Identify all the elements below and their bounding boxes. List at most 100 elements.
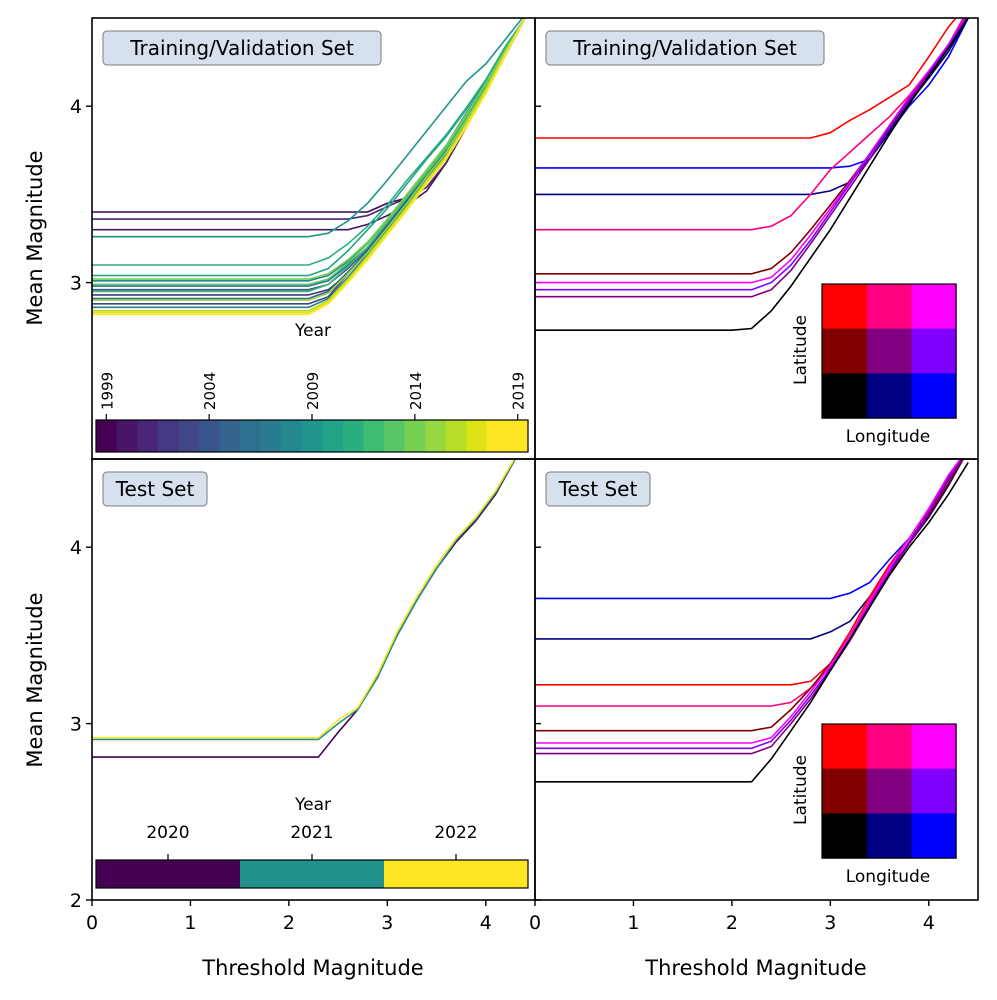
panel-title: Training/Validation Set — [129, 36, 354, 60]
title-box-bottom-left: Test Set — [102, 471, 208, 507]
grid-legend-cell — [866, 373, 912, 419]
series-line-2017 — [92, 18, 526, 314]
colorbar-tick-label: 2009 — [304, 372, 322, 410]
colorbar-cell — [281, 420, 303, 452]
colorbar-cell — [384, 420, 406, 452]
colorbar-cell — [240, 420, 262, 452]
x-tick-label: 2 — [726, 912, 738, 934]
series-lines — [535, 459, 969, 783]
grid-legend-frame — [821, 723, 957, 859]
y-tick-label: 3 — [70, 273, 82, 295]
colorbar-cell — [260, 420, 282, 452]
x-tick-label: 3 — [381, 912, 393, 934]
x-tick-label: 1 — [627, 912, 639, 934]
colorbar-tick-label: 2014 — [407, 372, 425, 410]
series-line-2014 — [92, 18, 526, 280]
year-colorbar-title-bottom: Year — [294, 795, 331, 815]
colorbar-cell — [157, 420, 179, 452]
series-line-2016 — [92, 18, 526, 312]
x-axis-label-right: Threshold Magnitude — [644, 956, 866, 980]
colorbar-cell — [404, 420, 426, 452]
colorbar-cell — [322, 420, 344, 452]
grid-legend-cell — [911, 768, 957, 814]
colorbar-cell — [96, 420, 118, 452]
grid-legend-frame — [821, 283, 957, 419]
series-line-2012 — [92, 18, 526, 293]
colorbar-cell — [466, 420, 488, 452]
series-line-2021 — [92, 459, 516, 741]
series-line-red — [535, 18, 958, 139]
series-line-magenta — [535, 18, 966, 284]
colorbar-cell — [486, 420, 509, 452]
colorbar-cell — [384, 860, 528, 888]
colorbar-tick-label: 2019 — [510, 372, 528, 410]
grid-legend-cell — [911, 813, 957, 859]
colorbar-tick-label: 2020 — [146, 823, 189, 843]
x-tick-label: 4 — [923, 912, 935, 934]
colorbar-tick-label: 2021 — [290, 823, 333, 843]
series-line-2011 — [92, 18, 526, 266]
x-tick-label: 0 — [86, 912, 98, 934]
grid-legend-cell — [911, 328, 957, 374]
colorbar-cell — [116, 420, 138, 452]
grid-legend-xlabel-bottom: Longitude — [846, 867, 931, 887]
series-lines — [535, 18, 969, 332]
y-axis-label-bottom: Mean Magnitude — [23, 592, 47, 767]
series-line-violet — [535, 459, 964, 750]
colorbar-cell — [219, 420, 241, 452]
y-tick-label: 4 — [70, 537, 82, 559]
grid-legend-cell — [866, 768, 912, 814]
year-colorbar-title-top: Year — [294, 321, 331, 341]
colorbar-cell — [445, 420, 467, 452]
x-tick-label: 0 — [529, 912, 541, 934]
panel-train-by-year: 3 4 1999 2004 2009 2014 2019 — [70, 18, 541, 453]
title-box-top-right: Training/Validation Set — [545, 30, 825, 66]
series-line-2010 — [92, 18, 526, 277]
panel-title: Test Set — [115, 477, 195, 501]
grid-legend-cell — [866, 813, 912, 859]
grid-legend-cell — [911, 373, 957, 419]
grid-legend-cell — [822, 284, 868, 330]
grid-legend-cell — [822, 724, 868, 770]
grid-legend-cell — [866, 328, 912, 374]
x-tick-label: 1 — [184, 912, 196, 934]
y-tick-label: 4 — [70, 96, 82, 118]
panel-test-by-region: 0 1 2 3 4 — [529, 459, 969, 934]
panel-train-by-region — [535, 18, 969, 419]
colorbar-tick-label: 2004 — [201, 372, 219, 410]
grid-legend-cell — [866, 284, 912, 330]
colorbar-tick-label: 2022 — [434, 823, 477, 843]
colorbar-cell — [425, 420, 447, 452]
grid-legend-cell — [822, 373, 868, 419]
series-line-2015 — [92, 18, 526, 302]
series-line-2009 — [92, 18, 524, 238]
series-line-2001 — [92, 18, 526, 220]
grid-legend-ylabel-top: Latitude — [791, 315, 811, 385]
series-line-rose — [535, 18, 965, 231]
title-box-top-left: Training/Validation Set — [102, 30, 382, 66]
series-line-violet — [535, 18, 967, 291]
colorbar-cell — [363, 420, 385, 452]
x-tick-label: 2 — [283, 912, 295, 934]
series-line-blue — [535, 459, 963, 600]
series-line-navy — [535, 18, 969, 196]
series-line-2007 — [92, 18, 526, 309]
colorbar-cell — [301, 420, 323, 452]
grid-legend-cell — [866, 724, 912, 770]
series-lines — [92, 18, 526, 316]
y-tick-label: 2 — [70, 890, 82, 912]
series-line-2018 — [92, 18, 526, 316]
colorbar-cell — [342, 420, 365, 452]
series-line-2022 — [92, 459, 516, 739]
series-line-2004 — [92, 18, 526, 291]
colorbar-cell — [137, 420, 159, 452]
series-line-purple — [535, 18, 969, 298]
series-line-black — [535, 462, 969, 783]
grid-legend-cell — [822, 328, 868, 374]
grid-legend-cell — [911, 284, 957, 330]
colorbar-cell — [96, 860, 240, 888]
grid-legend-cell — [911, 724, 957, 770]
series-line-navy — [535, 459, 965, 640]
colorbar-cell — [507, 420, 529, 452]
series-line-black — [535, 18, 969, 332]
